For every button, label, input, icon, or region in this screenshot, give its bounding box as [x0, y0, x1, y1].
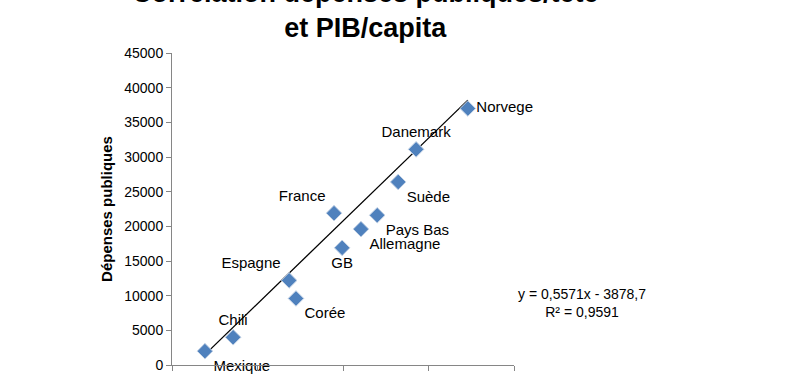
- svg-text:45000: 45000: [124, 45, 163, 61]
- svg-text:35000: 35000: [124, 114, 163, 130]
- svg-text:40000: 40000: [124, 80, 163, 96]
- svg-text:Correlation dépenses publiques: Correlation dépenses publiques/têteet PI…: [132, 0, 599, 43]
- svg-text:y = 0,5571x - 3878,7R² = 0,959: y = 0,5571x - 3878,7R² = 0,9591: [518, 286, 646, 320]
- svg-text:GB: GB: [331, 254, 353, 271]
- svg-text:20000: 20000: [124, 218, 163, 234]
- svg-text:25000: 25000: [124, 184, 163, 200]
- svg-text:Suède: Suède: [407, 188, 450, 205]
- svg-text:Dépenses publiques: Dépenses publiques: [98, 136, 115, 282]
- svg-text:Chili: Chili: [219, 311, 248, 328]
- svg-text:5000: 5000: [132, 322, 163, 338]
- svg-text:Corée: Corée: [304, 304, 345, 321]
- svg-text:10000: 10000: [124, 288, 163, 304]
- svg-text:Norvege: Norvege: [476, 98, 533, 115]
- svg-text:15000: 15000: [124, 253, 163, 269]
- svg-text:30000: 30000: [124, 149, 163, 165]
- svg-text:Mexique: Mexique: [213, 357, 270, 374]
- svg-text:0: 0: [155, 357, 163, 373]
- svg-text:France: France: [279, 187, 326, 204]
- svg-text:Danemark: Danemark: [381, 123, 451, 140]
- svg-text:Allemagne: Allemagne: [369, 235, 440, 252]
- svg-text:Pays Bas: Pays Bas: [386, 221, 449, 238]
- svg-text:Espagne: Espagne: [221, 254, 280, 271]
